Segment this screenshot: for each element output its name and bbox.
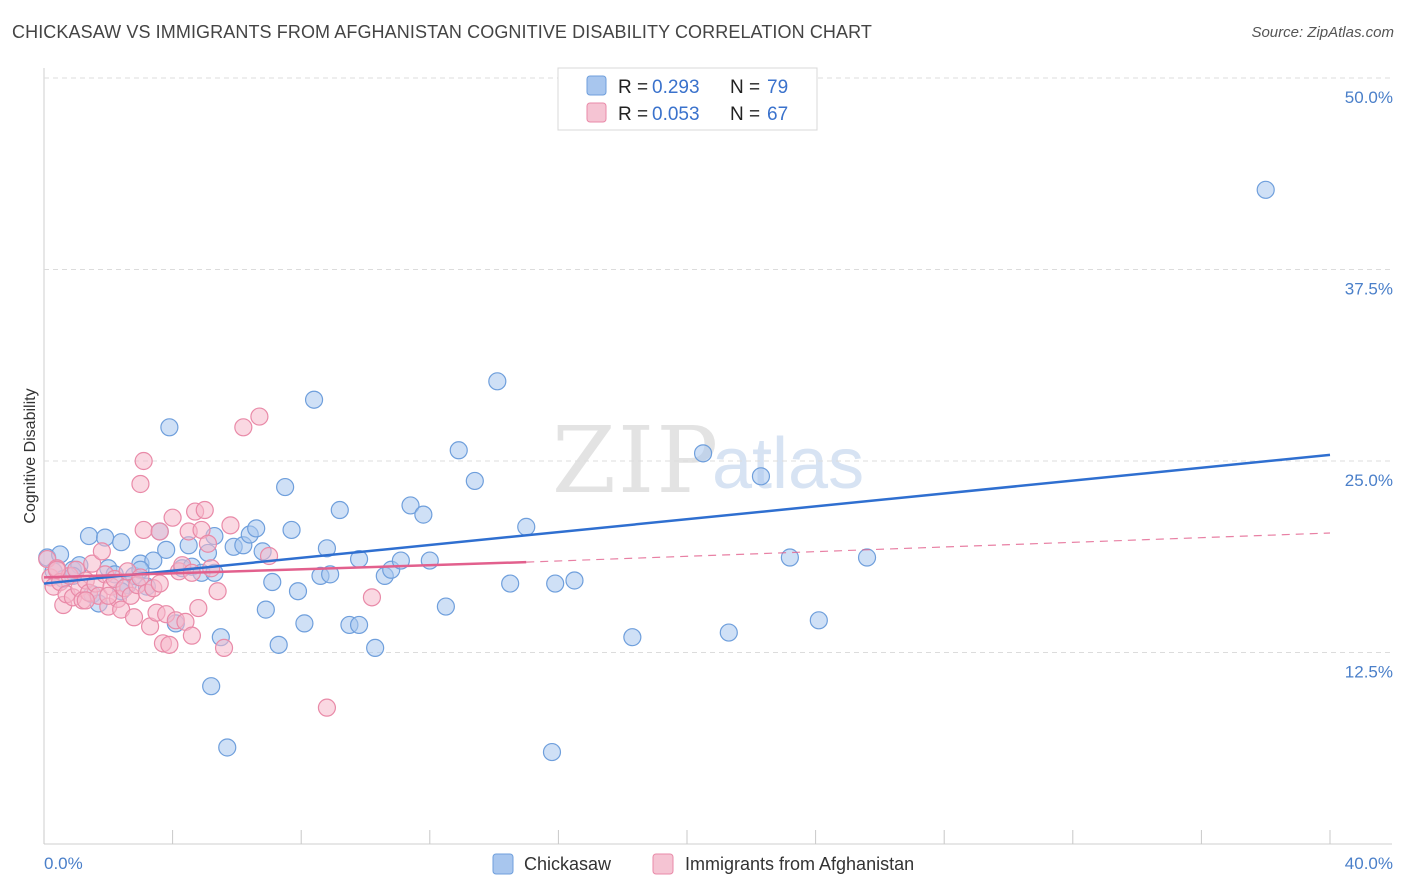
afghanistan-point-39	[163, 508, 182, 527]
x-ticks	[43, 830, 1331, 844]
chickasaw-point-52	[401, 496, 420, 515]
afghanistan-point-30	[134, 520, 153, 540]
afghanistan-point-56	[250, 407, 269, 426]
chickasaw-point-20	[160, 418, 179, 437]
chickasaw-point-58	[488, 372, 507, 391]
afghanistan-point-65	[150, 522, 169, 541]
chickasaw-point-19	[157, 540, 176, 559]
afghanistan-points	[38, 407, 382, 717]
y-tick-labels: 12.5% 25.0% 37.5% 50.0%	[1345, 88, 1393, 682]
chickasaw-point-69	[857, 548, 877, 567]
afghanistan-point-62	[76, 591, 95, 610]
source-credit: Source: ZipAtlas.com	[1251, 24, 1394, 41]
afghanistan-point-38	[160, 635, 179, 654]
afghanistan-point-27	[124, 608, 144, 627]
y-axis-title: Cognitive Disability	[22, 388, 39, 523]
legend-r-label-blue: R =	[618, 77, 648, 98]
chickasaw-point-39	[282, 520, 301, 540]
chickasaw-point-30	[218, 738, 237, 757]
chickasaw-point-64	[693, 444, 713, 463]
legend-r-value-blue: 0.293	[652, 77, 700, 98]
chickasaw-point-27	[202, 677, 221, 696]
legend-n-label-pink: N =	[730, 104, 760, 125]
afghanistan-trend-extension	[526, 532, 1331, 563]
watermark-atlas: atlas	[712, 424, 864, 504]
chickasaw-point-44	[317, 539, 337, 558]
legend-r-label-pink: R =	[618, 104, 648, 125]
gridlines	[44, 77, 1392, 653]
legend-n-value-blue: 79	[767, 77, 788, 98]
trend-lines	[43, 453, 1331, 585]
legend-r-value-pink: 0.053	[652, 104, 700, 125]
afghanistan-point-52	[208, 582, 227, 601]
chickasaw-point-45	[330, 500, 349, 520]
legend-swatch-pink	[586, 102, 607, 123]
x-tick-label-max: 40.0%	[1345, 854, 1393, 873]
legend-chickasaw-label: Chickasaw	[524, 854, 612, 874]
chickasaw-point-36	[263, 572, 282, 592]
legend-afghanistan-swatch	[652, 853, 674, 875]
y-tick-label-1: 25.0%	[1345, 471, 1393, 490]
chickasaw-point-66	[751, 467, 771, 486]
correlation-legend: R = 0.293 N = 79 R = 0.053 N = 67	[557, 67, 818, 131]
chickasaw-point-67	[780, 548, 799, 567]
chickasaw-point-61	[546, 574, 565, 593]
chickasaw-point-53	[414, 505, 433, 524]
chickasaw-point-55	[436, 597, 455, 616]
chickasaw-point-63	[623, 628, 642, 647]
afghanistan-point-55	[234, 418, 253, 437]
afghanistan-point-63	[99, 586, 118, 605]
chickasaw-point-17	[144, 551, 163, 570]
chickasaw-point-68	[809, 611, 828, 630]
chickasaw-point-62	[565, 571, 584, 590]
afghanistan-point-60	[317, 698, 337, 717]
chickasaw-point-40	[288, 582, 308, 601]
legend-chickasaw-swatch	[492, 853, 514, 875]
afghanistan-point-53	[214, 638, 234, 658]
afghanistan-point-50	[198, 534, 218, 553]
chickasaw-point-42	[304, 390, 324, 409]
x-tick-label-min: 0.0%	[44, 854, 83, 873]
afghanistan-point-47	[189, 598, 208, 618]
chickasaw-point-6	[79, 526, 99, 546]
chickasaw-point-77	[349, 615, 369, 635]
afghanistan-point-61	[362, 588, 382, 607]
chickasaw-point-48	[366, 638, 385, 658]
legend-swatch-blue	[586, 75, 607, 96]
afghanistan-trend-line	[43, 560, 527, 579]
chart-title: CHICKASAW VS IMMIGRANTS FROM AFGHANISTAN…	[12, 22, 872, 42]
chickasaw-point-56	[449, 441, 468, 460]
chickasaw-point-12	[112, 533, 131, 552]
chickasaw-point-35	[256, 600, 275, 619]
afghanistan-point-35	[150, 574, 169, 593]
chickasaw-point-59	[501, 574, 520, 593]
legend-afghanistan-label: Immigrants from Afghanistan	[685, 854, 914, 874]
afghanistan-point-58	[134, 451, 153, 471]
afghanistan-point-17	[92, 542, 111, 561]
chickasaw-trend-line	[43, 453, 1331, 585]
chickasaw-point-60	[517, 517, 536, 536]
afghanistan-point-49	[195, 500, 214, 520]
legend-n-label-blue: N =	[730, 77, 760, 98]
y-tick-label-0: 12.5%	[1345, 663, 1393, 682]
afghanistan-point-57	[131, 474, 150, 494]
legend-n-value-pink: 67	[767, 104, 788, 125]
y-tick-label-3: 50.0%	[1345, 88, 1393, 107]
chickasaw-point-41	[295, 614, 314, 633]
chickasaw-point-57	[465, 471, 484, 491]
chickasaw-point-34	[247, 519, 266, 538]
chickasaw-point-78	[542, 742, 562, 762]
series-legend: Chickasaw Immigrants from Afghanistan	[492, 853, 914, 875]
chickasaw-point-70	[1256, 180, 1275, 199]
afghanistan-point-54	[221, 516, 240, 535]
afghanistan-point-45	[182, 626, 201, 645]
chickasaw-point-65	[719, 623, 738, 642]
afghanistan-point-14	[83, 554, 102, 573]
chickasaw-point-37	[269, 635, 288, 654]
chickasaw-point-38	[276, 477, 295, 497]
chickasaw-point-76	[321, 565, 340, 584]
y-tick-label-2: 37.5%	[1345, 280, 1393, 299]
